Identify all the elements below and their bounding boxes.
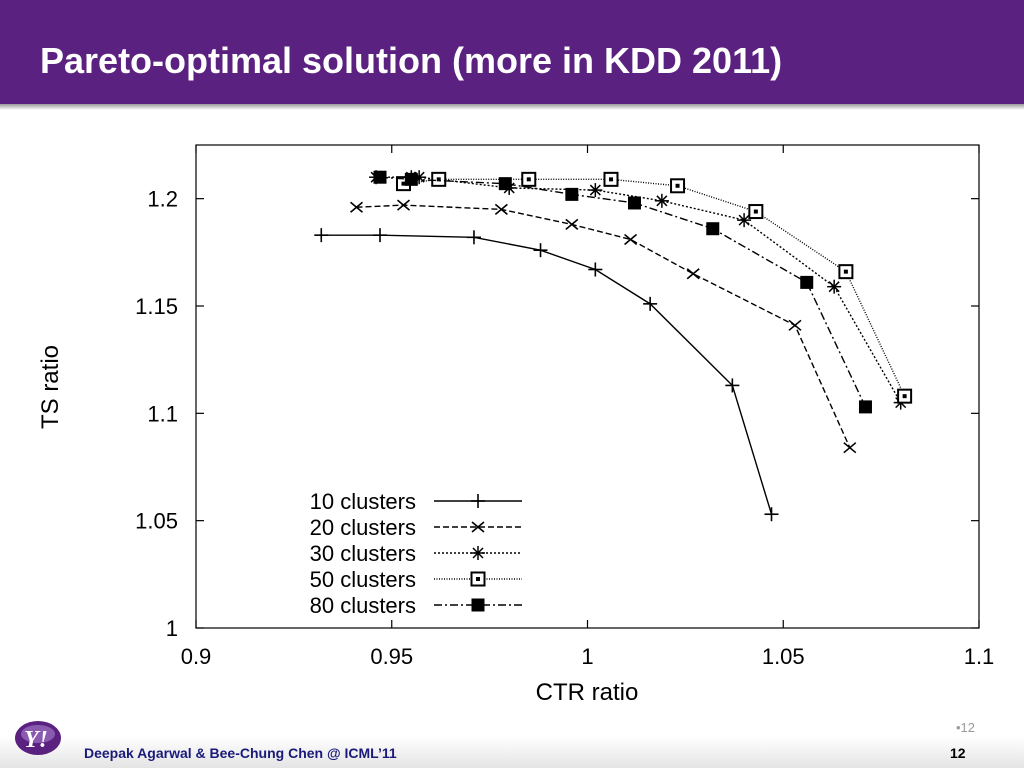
data-point-square-filled — [404, 172, 418, 186]
series-20-clusters — [350, 199, 857, 454]
legend-label: 80 clusters — [310, 593, 416, 618]
y-axis-label: TS ratio — [37, 345, 64, 429]
data-point-square-open — [838, 264, 854, 280]
series-50-clusters — [395, 171, 913, 404]
series-line — [321, 234, 773, 515]
data-point-plus — [471, 494, 485, 508]
data-point-plus — [466, 230, 481, 245]
legend-entry: 20 clusters — [310, 515, 522, 540]
data-point-x — [788, 319, 802, 331]
legend-entry: 50 clusters — [310, 567, 522, 592]
data-point-plus — [643, 296, 658, 311]
x-tick-label: 1.05 — [762, 644, 805, 669]
data-point-x — [624, 233, 638, 246]
y-tick-label: 1.2 — [147, 187, 178, 212]
data-point-square-filled — [565, 187, 579, 201]
legend-entry: 30 clusters — [310, 541, 522, 566]
x-axis-label: CTR ratio — [536, 679, 639, 706]
data-point-square-filled — [373, 170, 387, 184]
y-tick-label: 1.15 — [135, 294, 178, 319]
page-number: 12 — [950, 745, 966, 761]
data-point-x — [396, 199, 411, 211]
data-point-plus — [373, 228, 388, 243]
series-line — [376, 176, 902, 403]
data-point-x — [494, 203, 508, 216]
data-point-x — [471, 521, 485, 533]
data-point-square-filled — [627, 196, 641, 210]
page-number-faint: •12 — [956, 720, 976, 735]
series-line — [379, 176, 867, 408]
series-line — [356, 204, 851, 448]
yahoo-logo-text: Y! — [24, 727, 48, 753]
series-layer — [314, 170, 913, 522]
slide-title: Pareto-optimal solution (more in KDD 201… — [40, 40, 783, 81]
data-point-square-open — [670, 178, 686, 194]
x-tick-label: 1 — [581, 644, 593, 669]
title-bar: Pareto-optimal solution (more in KDD 201… — [0, 0, 1024, 104]
legend-label: 30 clusters — [310, 541, 416, 566]
data-point-plus — [314, 228, 329, 243]
footer-authors: Deepak Agarwal & Bee-Chung Chen @ ICML’1… — [84, 745, 397, 761]
x-tick-label: 1.1 — [964, 644, 995, 669]
legend-entry: 80 clusters — [310, 593, 522, 618]
series-10-clusters — [314, 228, 779, 522]
y-axis: 1 1.05 1.1 1.15 1.2 — [135, 187, 979, 641]
data-point-square-filled — [706, 222, 720, 236]
data-point-square-filled — [498, 177, 512, 191]
data-point-star — [588, 183, 603, 198]
data-point-x — [843, 442, 857, 454]
series-80-clusters — [373, 170, 872, 414]
data-point-square-open — [470, 571, 486, 587]
data-point-square-filled — [471, 598, 485, 612]
data-point-plus — [533, 243, 548, 258]
legend-label: 10 clusters — [310, 489, 416, 514]
data-point-square-open — [521, 171, 537, 187]
yahoo-logo: Y! — [15, 721, 61, 755]
data-point-x — [686, 268, 700, 280]
legend-entry: 10 clusters — [310, 489, 522, 514]
legend-label: 20 clusters — [310, 515, 416, 540]
x-axis: 0.9 0.95 1 1.05 1.1 — [181, 145, 995, 669]
data-point-square-open — [897, 388, 913, 404]
data-point-square-filled — [800, 275, 814, 289]
data-point-star — [654, 193, 669, 208]
data-point-square-open — [748, 204, 764, 220]
data-point-square-open — [431, 171, 447, 187]
data-point-plus — [725, 378, 740, 393]
series-line — [403, 178, 906, 397]
data-point-star — [737, 213, 752, 228]
y-tick-label: 1.1 — [147, 401, 178, 426]
x-tick-label: 0.9 — [181, 644, 212, 669]
data-point-square-filled — [858, 400, 872, 414]
y-tick-label: 1 — [166, 616, 178, 641]
title-bar-shadow — [0, 104, 1024, 110]
data-point-plus — [588, 262, 603, 277]
data-point-square-open — [603, 171, 619, 187]
data-point-x — [565, 218, 579, 231]
y-tick-label: 1.05 — [135, 509, 178, 534]
x-tick-label: 0.95 — [370, 644, 413, 669]
data-point-star — [827, 279, 842, 294]
data-point-star — [471, 546, 485, 560]
legend-label: 50 clusters — [310, 567, 416, 592]
data-point-x — [350, 201, 364, 213]
footer-bar — [0, 736, 1024, 768]
data-point-plus — [764, 507, 779, 522]
